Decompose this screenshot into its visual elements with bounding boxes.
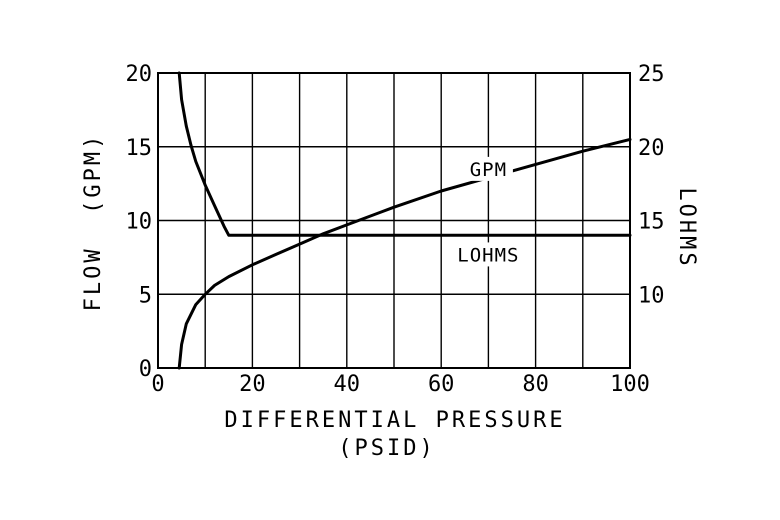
- x-tick-label: 0: [151, 372, 164, 397]
- tick-labels: 0 20 40 60 80 100 0 5 10 15 20 10 15 20 25: [126, 62, 665, 397]
- x-tick-label: 40: [334, 372, 361, 397]
- grid: [157, 72, 631, 369]
- x-axis-unit: (PSID): [338, 436, 435, 461]
- y-tick-label: 20: [126, 62, 153, 87]
- curve-labels: GPM LOHMS: [450, 156, 526, 267]
- x-tick-label: 60: [428, 372, 455, 397]
- curve-label-gpm: GPM: [470, 159, 507, 181]
- y2-axis-title: LOHMS: [674, 187, 699, 268]
- curve-label-bg: [450, 242, 526, 267]
- y-axis-title: FLOW (GPM): [81, 133, 106, 312]
- x-axis-title: DIFFERENTIAL PRESSURE: [224, 408, 565, 433]
- y2-tick-label: 10: [638, 283, 665, 308]
- y-tick-label: 5: [139, 283, 152, 308]
- y2-tick-label: 15: [638, 210, 665, 235]
- x-tick-label: 100: [610, 372, 650, 397]
- y-tick-label: 15: [126, 136, 153, 161]
- series-line-gpm: [177, 137, 632, 370]
- y-tick-label: 0: [139, 357, 152, 382]
- curve-label-bg: [463, 156, 513, 181]
- y-tick-label: 10: [126, 210, 153, 235]
- plot-frame: [157, 72, 631, 369]
- y2-tick-label: 20: [638, 136, 665, 161]
- series-line-lohms: [177, 71, 632, 237]
- x-tick-label: 20: [239, 372, 266, 397]
- x-tick-label: 80: [522, 372, 549, 397]
- curve-label-lohms: LOHMS: [457, 244, 519, 266]
- y2-tick-label: 25: [638, 62, 665, 87]
